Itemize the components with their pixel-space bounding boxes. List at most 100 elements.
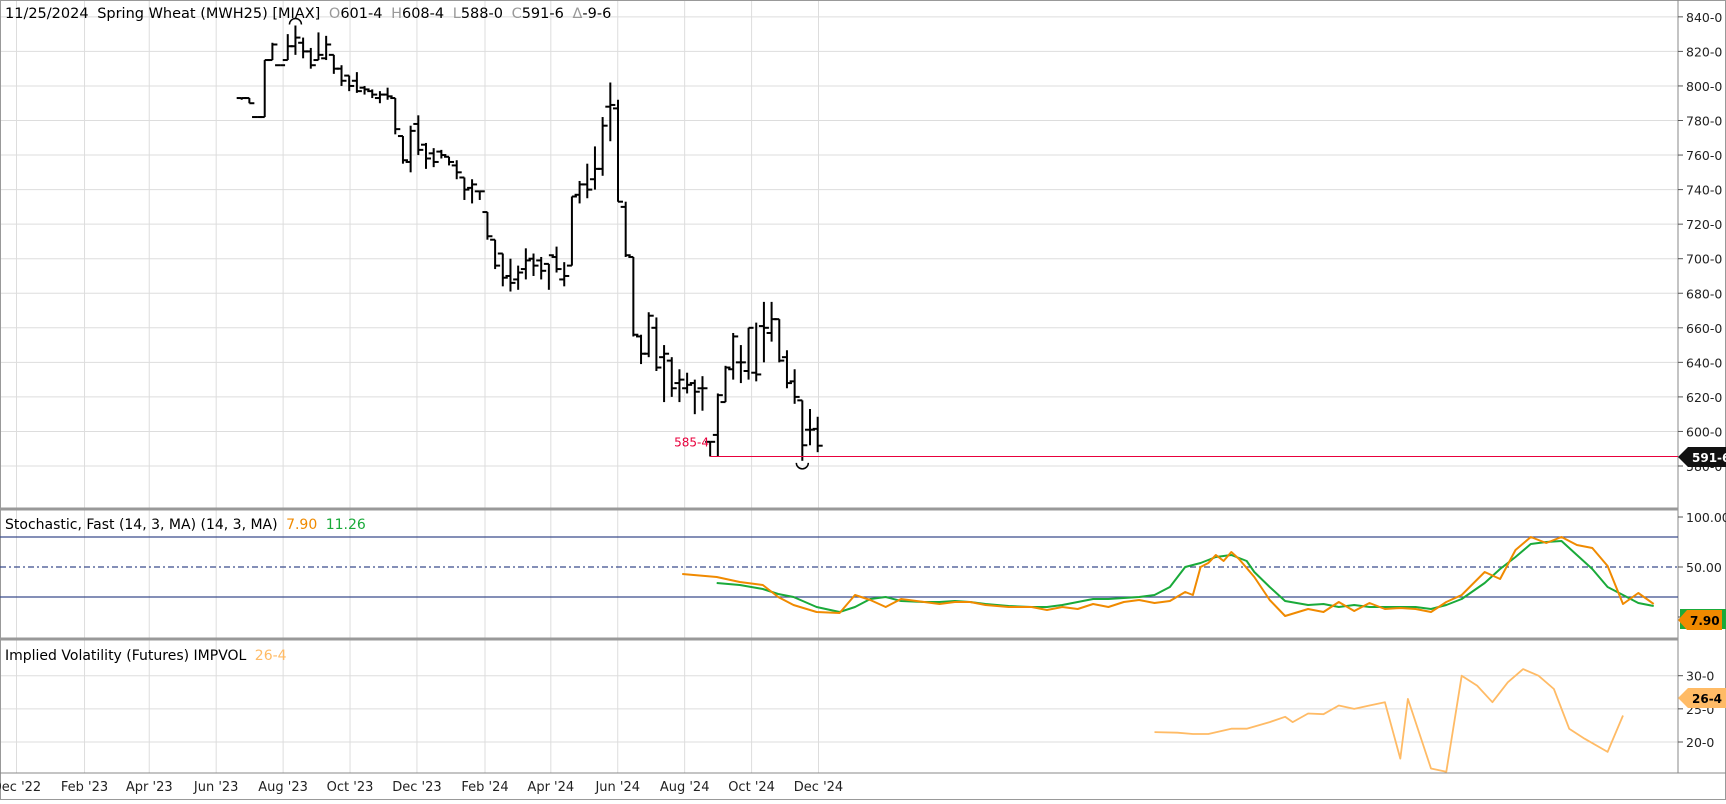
y-tick-label: 820-0 xyxy=(1686,44,1722,59)
x-tick-label: Jun '24 xyxy=(594,780,640,795)
price-bar xyxy=(313,32,324,62)
price-bar xyxy=(628,255,639,337)
price-bar xyxy=(244,97,255,105)
stochastic-panel xyxy=(682,536,1655,617)
price-bar xyxy=(735,345,746,384)
y-tick-label: 20-0 xyxy=(1686,735,1714,750)
price-bar xyxy=(812,416,823,453)
price-bar xyxy=(559,262,570,287)
price-bar xyxy=(351,72,362,93)
price-bar xyxy=(321,35,332,61)
price-bar xyxy=(582,163,593,199)
high-marker xyxy=(288,17,303,25)
price-bar xyxy=(551,246,562,273)
axes: Dec '22 Feb '23 Apr '23 Jun '23 Aug '23 Oct '… xyxy=(0,10,1726,795)
close-value: 591-6 xyxy=(522,6,564,22)
y-tick-label: 760-0 xyxy=(1686,148,1722,163)
header-title: Spring Wheat (MWH25) [MIAX] xyxy=(97,6,320,22)
y-tick-label: 640-0 xyxy=(1686,355,1722,370)
price-bar xyxy=(797,399,808,461)
x-tick-label: Dec '22 xyxy=(0,780,41,795)
open-value: 601-4 xyxy=(340,6,382,22)
price-bar xyxy=(505,258,516,292)
x-tick-label: Oct '24 xyxy=(728,780,775,795)
y-tick-label: 680-0 xyxy=(1686,286,1722,301)
change-value: -9-6 xyxy=(582,6,611,22)
price-bar xyxy=(620,201,631,257)
price-bar xyxy=(367,89,378,99)
high-value: 608-4 xyxy=(402,6,444,22)
low-marker-label: 585-4 xyxy=(674,435,709,449)
price-bar xyxy=(459,176,470,200)
price-bar xyxy=(474,190,485,200)
x-tick-label: Aug '23 xyxy=(258,780,308,795)
y-tick-label: 30-0 xyxy=(1686,669,1714,684)
price-bar xyxy=(636,334,647,365)
header-date: 11/25/2024 xyxy=(5,6,89,22)
low-marker xyxy=(795,462,810,470)
svg-text:26-4: 26-4 xyxy=(1692,692,1722,706)
price-bar xyxy=(397,135,408,164)
price-bar xyxy=(712,393,723,457)
x-tick-label: Aug '24 xyxy=(660,780,710,795)
price-bar xyxy=(359,85,370,95)
x-tick-label: Apr '23 xyxy=(126,780,173,795)
price-bar xyxy=(766,301,777,342)
x-tick-label: Jun '23 xyxy=(193,780,239,795)
y-tick-label: 100.00 xyxy=(1686,510,1726,525)
y-tick-label: 660-0 xyxy=(1686,321,1722,336)
price-bar xyxy=(405,125,416,173)
price-bar xyxy=(298,37,309,59)
y-tick-label: 780-0 xyxy=(1686,114,1722,129)
price-bar xyxy=(305,47,316,69)
price-bar xyxy=(682,372,693,394)
y-tick-label: 800-0 xyxy=(1686,79,1722,94)
price-bar xyxy=(804,408,815,446)
stoch-k-value: 7.90 xyxy=(286,517,317,533)
price-bar xyxy=(420,142,431,169)
price-bar xyxy=(290,25,301,55)
x-tick-label: Feb '23 xyxy=(61,780,108,795)
price-bar xyxy=(520,248,531,280)
svg-text:591-6: 591-6 xyxy=(1692,451,1726,465)
iv-header: Implied Volatility (Futures) IMPVOL 26-4 xyxy=(5,648,287,664)
price-bar xyxy=(482,211,493,240)
price-bar xyxy=(697,376,708,411)
stoch-d-value: 11.26 xyxy=(326,517,366,533)
price-bar xyxy=(513,265,524,290)
price-bar xyxy=(267,42,278,62)
low-value: 588-0 xyxy=(461,6,503,22)
price-header: 11/25/2024 Spring Wheat (MWH25) [MIAX] O… xyxy=(5,6,611,22)
price-bar xyxy=(497,252,508,287)
price-bar xyxy=(781,350,792,389)
y-tick-label: 620-0 xyxy=(1686,390,1722,405)
iv-line xyxy=(1154,668,1624,773)
price-bar xyxy=(728,332,739,380)
price-bar xyxy=(413,115,424,156)
price-bar xyxy=(789,369,800,404)
price-bar xyxy=(720,365,731,404)
price-bar xyxy=(705,440,716,457)
price-bars xyxy=(236,17,1678,470)
price-bar xyxy=(528,253,539,276)
grid-lines xyxy=(0,0,1678,773)
price-bar xyxy=(612,99,623,203)
price-bar xyxy=(689,379,700,415)
stoch-header: Stochastic, Fast (14, 3, MA) (14, 3, MA)… xyxy=(5,517,366,533)
stoch-d-line xyxy=(716,540,1654,613)
iv-value-tag: 26-4 xyxy=(1678,688,1726,708)
y-tick-label: 50.00 xyxy=(1686,560,1722,575)
price-bar xyxy=(758,301,769,363)
price-bar xyxy=(328,53,339,74)
price-bar xyxy=(674,369,685,403)
iv-header-value: 26-4 xyxy=(255,648,287,664)
stoch-value-tag: 7.90 xyxy=(1678,609,1726,630)
price-bar xyxy=(651,317,662,371)
price-bar xyxy=(543,254,554,290)
price-bar xyxy=(659,345,670,403)
x-tick-label: Dec '23 xyxy=(392,780,441,795)
y-tick-label: 740-0 xyxy=(1686,183,1722,198)
price-bar xyxy=(774,318,785,363)
